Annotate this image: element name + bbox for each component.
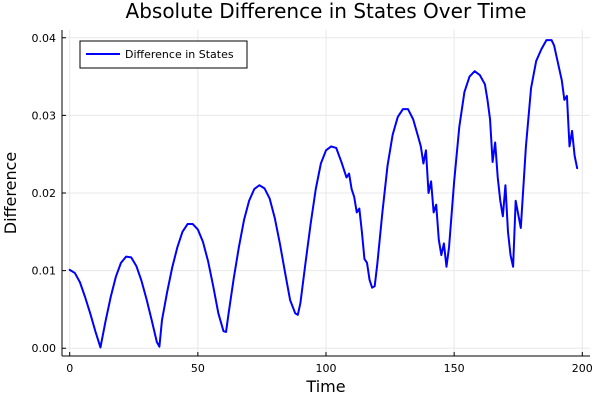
y-axis-label: Difference xyxy=(1,152,20,234)
y-ticks: 0.00 0.01 0.02 0.03 0.04 xyxy=(32,32,66,355)
x-tick-label: 100 xyxy=(316,362,337,375)
x-ticks: 0 50 100 150 200 xyxy=(66,352,593,375)
legend: Difference in States xyxy=(79,40,248,69)
x-tick-label: 0 xyxy=(66,362,73,375)
y-tick-label: 0.04 xyxy=(32,32,57,45)
y-tick-label: 0.01 xyxy=(32,265,57,278)
legend-label: Difference in States xyxy=(125,48,234,61)
chart-title: Absolute Difference in States Over Time xyxy=(126,0,527,23)
series-line xyxy=(68,39,579,349)
grid xyxy=(62,30,590,356)
x-tick-label: 50 xyxy=(191,362,205,375)
series-layer xyxy=(68,39,579,349)
y-tick-label: 0.00 xyxy=(32,342,57,355)
x-tick-label: 200 xyxy=(572,362,593,375)
x-axis-label: Time xyxy=(305,377,345,396)
y-tick-label: 0.02 xyxy=(32,187,57,200)
y-tick-label: 0.03 xyxy=(32,109,57,122)
x-tick-label: 150 xyxy=(444,362,465,375)
